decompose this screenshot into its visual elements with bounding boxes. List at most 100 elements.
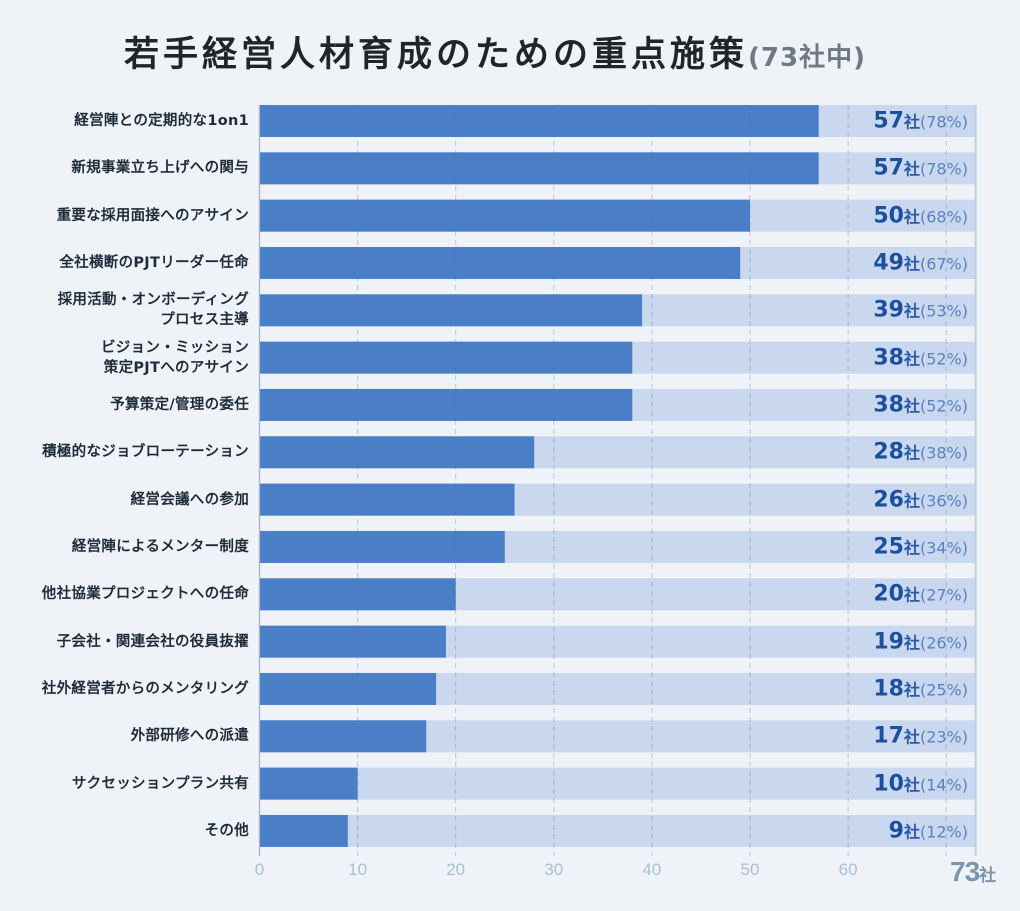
x-tick-label: 50 — [740, 860, 760, 879]
category-label: 積極的なジョブローテーション — [42, 444, 249, 461]
value-unit: 社 — [903, 112, 920, 132]
value-label: 26 社 (36%) — [873, 487, 968, 512]
category-label: 経営陣との定期的な1on1 — [74, 113, 249, 129]
bar — [259, 530, 505, 563]
value-percent: (67%) — [919, 254, 968, 274]
value-unit: 社 — [903, 585, 920, 605]
value-unit: 社 — [903, 727, 920, 747]
category-label: その他 — [204, 822, 249, 839]
value-count: 57 — [873, 155, 904, 181]
value-percent: (68%) — [919, 207, 968, 227]
category-label: サクセッションプラン共有 — [71, 775, 249, 792]
value-unit: 社 — [903, 396, 920, 416]
value-unit: 社 — [903, 159, 920, 179]
bar — [259, 814, 348, 847]
value-count: 38 — [873, 345, 904, 371]
value-percent: (78%) — [919, 112, 968, 132]
chart-subtitle: (73社中) — [748, 43, 866, 73]
value-unit: 社 — [903, 680, 920, 700]
value-count: 17 — [873, 723, 904, 749]
x-tick-label: 10 — [348, 860, 368, 879]
category-label: ビジョン・ミッション 策定PJTへのアサイン — [101, 339, 249, 376]
value-percent: (78%) — [919, 159, 968, 179]
category-label: 社外経営者からのメンタリング — [41, 680, 249, 697]
bar — [259, 625, 446, 658]
value-unit: 社 — [903, 301, 920, 321]
bar — [259, 105, 819, 137]
bar — [259, 388, 633, 421]
category-label: 予算策定/管理の委任 — [110, 396, 249, 413]
bar — [259, 246, 741, 279]
value-count: 57 — [873, 108, 904, 134]
category-label: 外部研修への派遣 — [130, 728, 249, 745]
bar-track — [259, 767, 976, 800]
value-unit: 社 — [903, 443, 920, 463]
value-percent: (36%) — [919, 491, 968, 511]
total-companies-label: 73 社 — [950, 856, 996, 888]
value-count: 19 — [873, 629, 904, 655]
category-label: 採用活動・オンボーディング プロセス主導 — [57, 292, 249, 329]
bar — [259, 294, 643, 327]
value-percent: (53%) — [919, 301, 968, 321]
value-percent: (52%) — [919, 396, 968, 416]
value-percent: (27%) — [919, 585, 968, 605]
value-unit: 社 — [903, 822, 920, 842]
value-count: 10 — [873, 771, 904, 797]
x-tick-label: 60 — [838, 860, 858, 879]
value-count: 25 — [873, 534, 904, 560]
value-label: 20 社 (27%) — [873, 582, 968, 607]
value-label: 49 社 (67%) — [873, 250, 968, 275]
value-unit: 社 — [903, 254, 920, 274]
bar — [259, 199, 750, 232]
value-label: 38 社 (52%) — [873, 345, 968, 370]
value-percent: (34%) — [919, 538, 968, 558]
value-label: 38 社 (52%) — [873, 392, 968, 417]
value-label: 17 社 (23%) — [873, 724, 968, 749]
value-label: 10 社 (14%) — [873, 771, 968, 796]
value-count: 39 — [873, 297, 904, 323]
value-label: 28 社 (38%) — [873, 440, 968, 465]
value-unit: 社 — [903, 207, 920, 227]
value-count: 38 — [873, 392, 904, 418]
bar — [259, 720, 427, 753]
category-label: 経営陣によるメンター制度 — [71, 538, 249, 555]
x-tick-label: 0 — [254, 860, 265, 879]
bar — [259, 672, 437, 705]
category-label: 他社協業プロジェクトへの任命 — [41, 586, 249, 603]
value-unit: 社 — [903, 349, 920, 369]
chart-title: 若手経営人材育成のための重点施策 — [124, 35, 749, 75]
category-label: 新規事業立ち上げへの関与 — [71, 160, 249, 177]
value-unit: 社 — [903, 775, 920, 795]
value-count: 20 — [873, 581, 904, 607]
value-label: 18 社 (25%) — [873, 676, 968, 701]
bar — [259, 436, 535, 469]
value-percent: (12%) — [919, 822, 968, 842]
value-label: 19 社 (26%) — [873, 629, 968, 654]
x-tick-label: 30 — [544, 860, 564, 879]
value-percent: (23%) — [919, 727, 968, 747]
value-percent: (52%) — [919, 349, 968, 369]
value-unit: 社 — [903, 491, 920, 511]
value-label: 39 社 (53%) — [873, 298, 968, 323]
chart-title-row: 若手経営人材育成のための重点施策 (73社中) — [124, 26, 866, 77]
value-percent: (38%) — [919, 443, 968, 463]
category-label: 経営会議への参加 — [130, 491, 249, 508]
total-value: 73 — [950, 856, 980, 887]
value-percent: (26%) — [919, 633, 968, 653]
value-label: 57 社 (78%) — [873, 156, 968, 181]
value-unit: 社 — [903, 538, 920, 558]
value-percent: (25%) — [919, 680, 968, 700]
bar-track — [259, 814, 976, 847]
value-count: 28 — [873, 439, 904, 465]
value-label: 25 社 (34%) — [873, 534, 968, 559]
bar — [259, 341, 633, 374]
value-count: 9 — [888, 818, 904, 844]
bar — [259, 767, 358, 800]
value-percent: (14%) — [919, 775, 968, 795]
value-count: 18 — [873, 676, 904, 702]
bar — [259, 483, 515, 516]
value-count: 50 — [873, 203, 904, 229]
